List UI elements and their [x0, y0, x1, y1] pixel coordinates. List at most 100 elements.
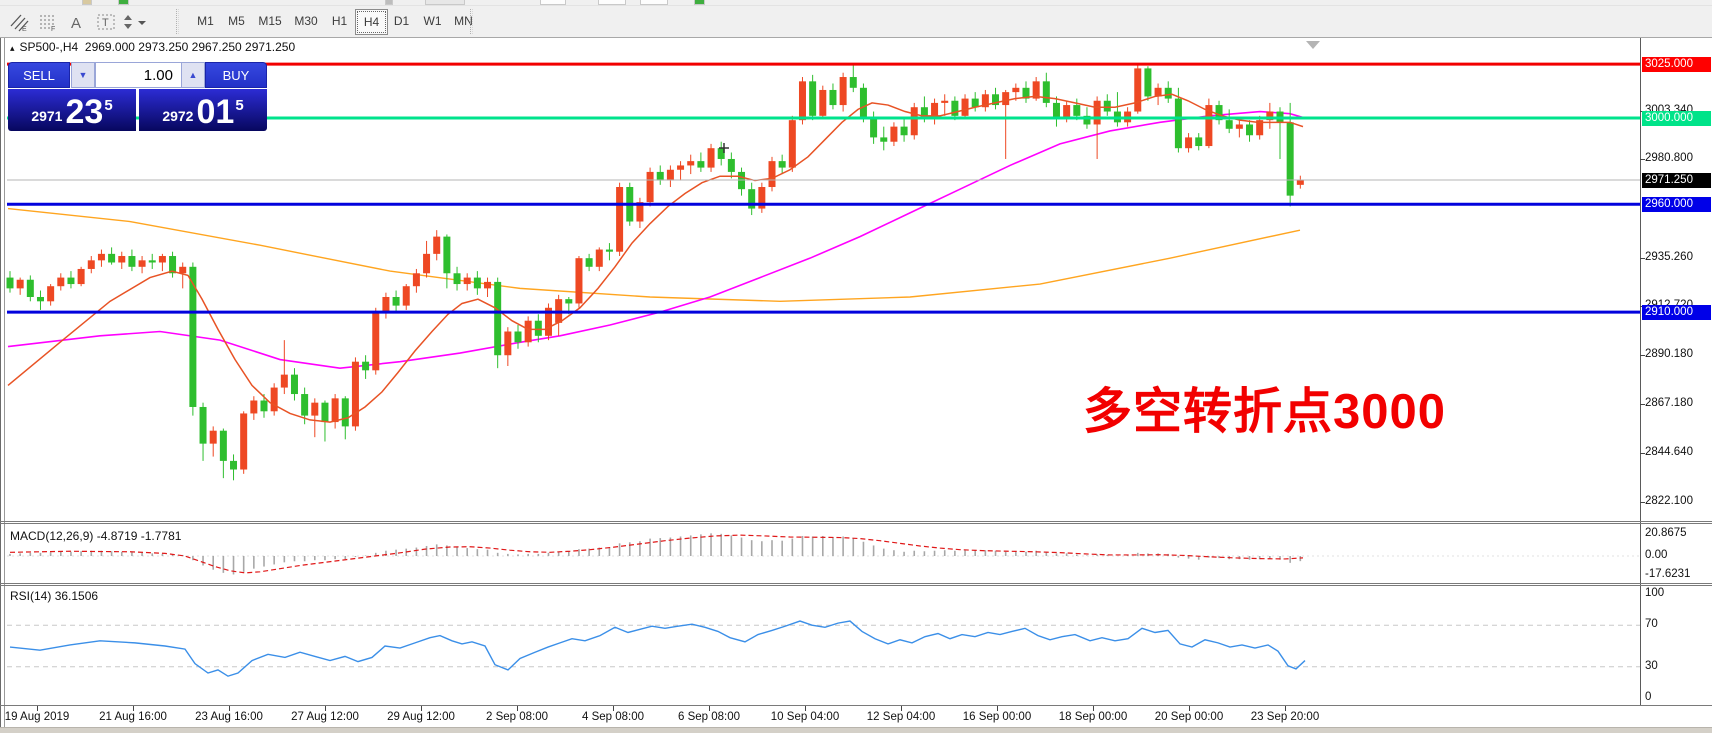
time-tick-label: 4 Sep 08:00 [581, 711, 645, 723]
macd-tick-label: 20.8675 [1645, 526, 1687, 539]
time-tick [1189, 706, 1190, 711]
macd-values: -4.8719 -1.7781 [96, 529, 182, 543]
clipped-toolbar-fragment [425, 0, 465, 5]
time-tick [997, 706, 998, 711]
time-tick [37, 706, 38, 711]
window-left-border-inner [4, 38, 5, 733]
macd-tick-label: -17.6231 [1645, 567, 1691, 580]
chart-text-annotation: 多空转折点3000 [1083, 385, 1447, 439]
text-icon: A [71, 15, 81, 32]
timeframe-m1[interactable]: M1 [197, 14, 214, 28]
time-tick [901, 706, 902, 711]
equidistant-channel-icon: E [10, 14, 28, 32]
time-tick-label: 23 Aug 16:00 [195, 711, 263, 723]
rsi-tick-label: 30 [1645, 659, 1658, 672]
price-tick [1640, 159, 1645, 161]
text-label-button[interactable]: T [91, 8, 120, 36]
toolbar: E F A T M1 M5 M15 M30 H1 H4 D1 W1 MN [0, 6, 1712, 38]
price-tick-label: 2980.800 [1645, 152, 1693, 165]
symbol-period: SP500-,H4 [19, 40, 79, 54]
volume-increase-button[interactable]: ▲ [181, 62, 205, 88]
rsi-tick-label: 0 [1645, 691, 1652, 703]
collapse-icon[interactable]: ▴ [10, 43, 15, 53]
buy-price-pips: 01 [196, 92, 235, 131]
volume-input[interactable] [95, 62, 182, 88]
fibonacci-icon: F [39, 15, 56, 32]
time-tick-label: 6 Sep 08:00 [677, 711, 741, 723]
price-tick [1640, 501, 1645, 503]
timeframe-mn[interactable]: MN [454, 14, 473, 28]
chart-title: ▴ SP500-,H4 2969.000 2973.250 2967.250 29… [10, 40, 295, 54]
timeframe-h1[interactable]: H1 [331, 14, 348, 28]
rsi-tick-label: 100 [1645, 587, 1665, 599]
price-tick [1640, 404, 1645, 406]
svg-text:F: F [51, 26, 55, 32]
time-tick-label: 18 Sep 00:00 [1058, 711, 1128, 723]
sell-button[interactable]: SELL [8, 62, 70, 88]
time-tick-label: 29 Aug 12:00 [387, 711, 455, 723]
time-tick-label: 20 Sep 00:00 [1154, 711, 1224, 723]
text-button[interactable]: A [62, 8, 91, 36]
buy-price-major: 2972 [162, 108, 194, 124]
timeframe-h4[interactable]: H4 [355, 9, 388, 35]
clipped-toolbar-fragment [82, 0, 92, 5]
price-tick-label: 2890.180 [1645, 347, 1693, 360]
toolbar-separator [470, 9, 473, 34]
rsi-value: 36.1506 [54, 589, 99, 603]
time-tick-label: 10 Sep 04:00 [770, 711, 840, 723]
buy-price-quote[interactable]: 2972 01 5 [139, 89, 267, 131]
fibonacci-button[interactable]: F [33, 8, 62, 36]
ohlc-readout: 2969.000 2973.250 2967.250 2971.250 [84, 40, 296, 54]
time-tick [1285, 706, 1286, 711]
price-tick-label: 2935.260 [1645, 250, 1693, 263]
rsi-panel-divider[interactable] [0, 583, 1712, 584]
timeframe-m15[interactable]: M15 [258, 14, 282, 28]
timeframe-d1[interactable]: D1 [393, 14, 410, 28]
price-badge: 2910.000 [1642, 304, 1711, 320]
svg-text:A: A [71, 15, 81, 32]
macd-tick-label: 0.00 [1645, 549, 1668, 561]
sell-price-point: 5 [104, 97, 113, 114]
sell-price-quote[interactable]: 2971 23 5 [8, 89, 136, 131]
clipped-toolbar-fragment [540, 0, 566, 5]
rsi-label: RSI(14) 36.1506 [10, 589, 99, 603]
price-tick-label: 2844.640 [1645, 446, 1693, 459]
clipped-toolbar-fragment [598, 0, 626, 5]
time-tick [1093, 706, 1094, 711]
price-axis-line [1640, 38, 1641, 706]
time-tick [133, 706, 134, 711]
time-tick-label: 23 Sep 20:00 [1250, 711, 1320, 723]
timeframe-m30[interactable]: M30 [294, 14, 318, 28]
price-tick [1640, 354, 1645, 356]
macd-panel-divider[interactable] [0, 521, 1712, 522]
timeframe-m5[interactable]: M5 [228, 14, 245, 28]
svg-text:T: T [102, 17, 109, 29]
price-tick [1640, 453, 1645, 455]
macd-panel-divider-inner [0, 523, 1712, 524]
price-badge: 3025.000 [1642, 56, 1711, 72]
time-axis-line [0, 705, 1712, 706]
macd-label: MACD(12,26,9) -4.8719 -1.7781 [10, 529, 182, 543]
price-tick-label: 2867.180 [1645, 397, 1693, 410]
buy-button[interactable]: BUY [205, 62, 267, 88]
price-tick [1640, 257, 1645, 259]
volume-decrease-button[interactable]: ▼ [71, 62, 95, 88]
arrows-button[interactable] [120, 8, 149, 36]
time-tick [805, 706, 806, 711]
time-tick [709, 706, 710, 711]
clipped-toolbar-fragment [118, 0, 129, 5]
chart-shift-marker-icon[interactable] [1306, 41, 1320, 49]
svg-text:E: E [22, 26, 27, 32]
equidistant-channel-button[interactable]: E [4, 8, 33, 36]
time-tick-label: 19 Aug 2019 [4, 711, 70, 723]
timeframe-w1[interactable]: W1 [423, 14, 442, 28]
window-bottom-edge [0, 727, 1712, 733]
window-left-border [0, 38, 1, 733]
time-tick-label: 21 Aug 16:00 [99, 711, 167, 723]
one-click-trading-panel: SELL ▼ ▲ BUY 2971 23 5 2972 01 5 [8, 62, 267, 131]
time-tick [613, 706, 614, 711]
clipped-toolbar-fragment [694, 0, 705, 5]
clipped-upper-toolbar [0, 0, 1712, 6]
time-tick-label: 2 Sep 08:00 [485, 711, 549, 723]
